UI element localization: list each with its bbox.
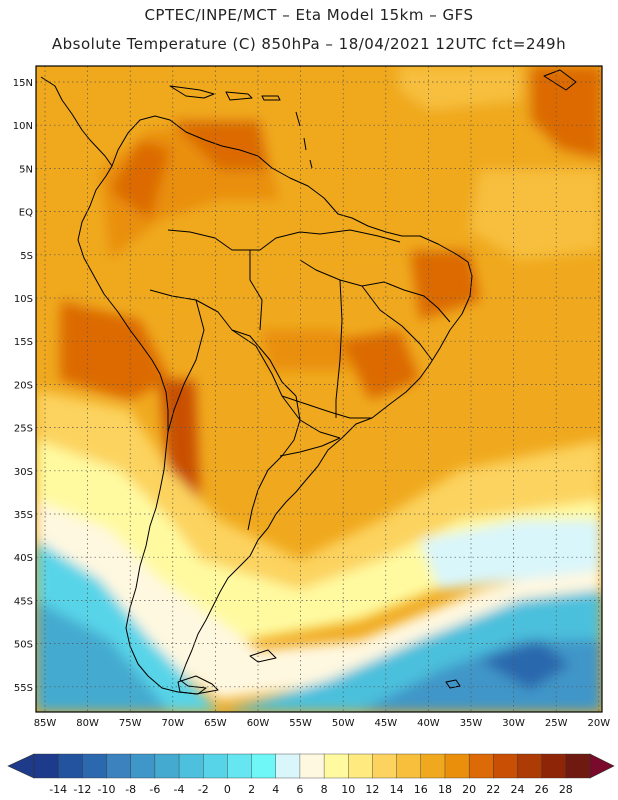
colorbar-swatch	[130, 753, 156, 779]
lon-label: 50W	[332, 718, 355, 729]
colorbar-swatch	[468, 753, 494, 779]
lat-label: 20S	[14, 380, 33, 391]
map-frame	[35, 65, 603, 713]
colorbar-label: 8	[321, 783, 328, 796]
longitude-labels: 85W 80W 75W 70W 65W 60W 55W 50W 45W 40W 35W 30W 25W 2…	[34, 718, 611, 729]
lat-label: 10S	[14, 294, 33, 305]
colorbar-label: 22	[486, 783, 500, 796]
lat-label: 35S	[14, 510, 33, 521]
colorbar-label: -6	[149, 783, 160, 796]
colorbar-swatch	[178, 753, 204, 779]
lat-label: 25S	[14, 424, 33, 435]
lat-label: EQ	[19, 208, 33, 219]
lat-label: 55S	[14, 683, 33, 694]
lon-label: 45W	[374, 718, 397, 729]
temperature-field	[36, 66, 602, 712]
lat-label: 45S	[14, 596, 33, 607]
colorbar-swatch	[275, 753, 301, 779]
colorbar-label: 28	[559, 783, 573, 796]
colorbar-swatch	[565, 753, 591, 779]
lat-label: 15S	[14, 337, 33, 348]
colorbar-swatch	[420, 753, 446, 779]
lon-label: 70W	[161, 718, 184, 729]
colorbar-label: 20	[462, 783, 476, 796]
lon-label: 80W	[76, 718, 99, 729]
lon-label: 55W	[289, 718, 312, 729]
colorbar-swatch	[444, 753, 470, 779]
colorbar-swatch	[227, 753, 253, 779]
colorbar-swatch	[348, 753, 373, 779]
colorbar-swatch	[82, 753, 108, 779]
colorbar-swatch	[517, 753, 543, 779]
lon-label: 30W	[502, 718, 525, 729]
colorbar-label: 6	[296, 783, 303, 796]
colorbar-swatch	[396, 753, 422, 779]
lat-label: 50S	[14, 640, 33, 651]
colorbar-swatch	[57, 753, 83, 779]
colorbar-label: 2	[248, 783, 255, 796]
colorbar-label: 24	[510, 783, 524, 796]
colorbar-swatch	[323, 753, 349, 779]
colorbar: -14 -12 -10 -8 -6 -4 -2 0 2 4 6 8 10 12 14 16 18 20 22 24 26…	[7, 753, 615, 796]
lon-label: 40W	[417, 718, 440, 729]
latitude-labels: 15N 10N 5N EQ 5S 10S 15S 20S 25S 30S 35S 40S 45S 50S 5…	[13, 78, 33, 694]
lon-label: 85W	[34, 718, 57, 729]
lat-label: 40S	[14, 553, 33, 564]
colorbar-label: 12	[365, 783, 379, 796]
colorbar-swatch	[33, 753, 59, 779]
lat-label: 30S	[14, 467, 33, 478]
lon-label: 75W	[119, 718, 142, 729]
colorbar-label: 18	[438, 783, 452, 796]
colorbar-swatch	[154, 753, 180, 779]
lon-label: 20W	[587, 718, 610, 729]
colorbar-label: -2	[198, 783, 209, 796]
lat-label: 10N	[13, 121, 33, 132]
colorbar-swatch	[372, 753, 398, 779]
lon-label: 65W	[204, 718, 227, 729]
colorbar-swatch	[299, 753, 325, 779]
colorbar-swatch	[203, 753, 228, 779]
colorbar-max-arrow	[589, 753, 615, 779]
colorbar-label: 10	[341, 783, 355, 796]
map-title-model: CPTEC/INPE/MCT – Eta Model 15km – GFS	[144, 6, 474, 24]
colorbar-swatch	[541, 753, 567, 779]
colorbar-label: 26	[535, 783, 549, 796]
map-title-variable: Absolute Temperature (C) 850hPa – 18/04/…	[51, 35, 567, 53]
colorbar-label: 16	[414, 783, 428, 796]
colorbar-swatch	[251, 753, 277, 779]
colorbar-label: -12	[73, 783, 91, 796]
lon-label: 60W	[247, 718, 270, 729]
colorbar-swatch	[106, 753, 132, 779]
lat-label: 15N	[13, 78, 33, 89]
colorbar-label: -8	[125, 783, 136, 796]
lat-label: 5S	[20, 251, 33, 262]
lon-label: 25W	[545, 718, 568, 729]
colorbar-label: 0	[224, 783, 231, 796]
lat-label: 5N	[19, 164, 33, 175]
colorbar-label: -4	[174, 783, 185, 796]
lon-label: 35W	[460, 718, 483, 729]
colorbar-label: 14	[390, 783, 404, 796]
colorbar-label: -14	[49, 783, 67, 796]
colorbar-label: 4	[272, 783, 279, 796]
colorbar-min-arrow	[7, 753, 35, 779]
colorbar-swatch	[493, 753, 518, 779]
colorbar-label: -10	[98, 783, 116, 796]
